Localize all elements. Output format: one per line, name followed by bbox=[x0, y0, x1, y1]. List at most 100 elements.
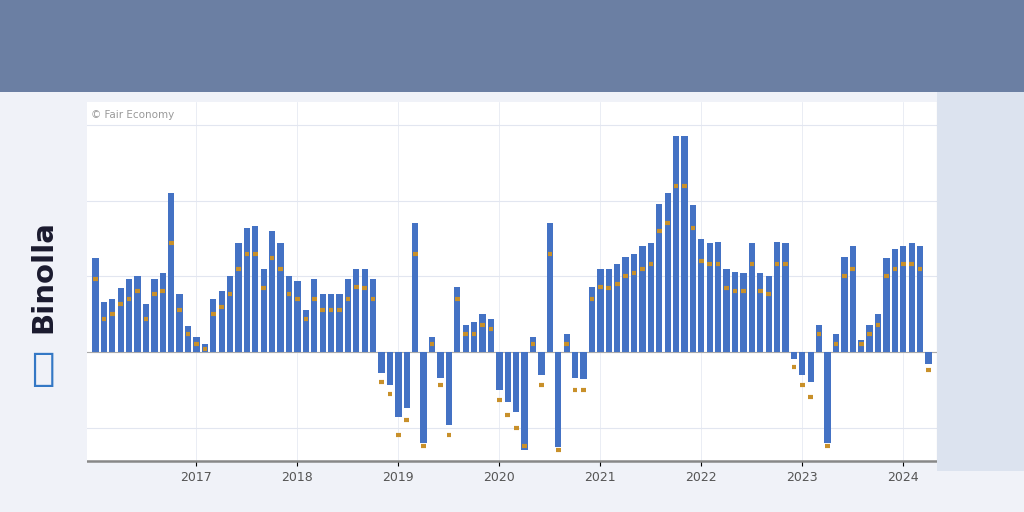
Bar bbox=[908, 243, 914, 352]
Bar bbox=[455, 287, 461, 352]
Bar bbox=[623, 257, 629, 352]
Bar bbox=[842, 257, 848, 352]
Bar bbox=[656, 204, 663, 352]
Bar bbox=[539, 352, 545, 375]
Bar bbox=[513, 352, 519, 412]
Bar bbox=[445, 352, 452, 424]
Bar bbox=[429, 337, 435, 352]
Bar bbox=[118, 288, 124, 352]
Bar bbox=[353, 269, 359, 352]
Bar bbox=[597, 269, 603, 352]
Bar bbox=[732, 272, 738, 352]
Bar bbox=[690, 205, 696, 352]
Text: Ⓜ: Ⓜ bbox=[32, 350, 54, 388]
Bar bbox=[858, 340, 864, 352]
Bar bbox=[782, 243, 788, 352]
Bar bbox=[437, 352, 443, 378]
Bar bbox=[833, 334, 839, 352]
Bar bbox=[110, 299, 116, 352]
Bar bbox=[278, 243, 284, 352]
Bar bbox=[176, 294, 182, 352]
Bar bbox=[555, 352, 561, 447]
Bar bbox=[421, 352, 427, 443]
Bar bbox=[303, 310, 309, 352]
Bar bbox=[160, 273, 166, 352]
Bar bbox=[379, 352, 385, 373]
Bar bbox=[581, 352, 587, 379]
Bar bbox=[252, 226, 258, 352]
Bar bbox=[648, 243, 654, 352]
Bar bbox=[563, 334, 569, 352]
Bar bbox=[631, 253, 637, 352]
Bar bbox=[874, 314, 882, 352]
Bar bbox=[505, 352, 511, 402]
Bar bbox=[210, 299, 216, 352]
Bar bbox=[260, 269, 267, 352]
Bar bbox=[547, 223, 553, 352]
Bar bbox=[403, 352, 410, 408]
Bar bbox=[900, 246, 906, 352]
Bar bbox=[816, 325, 822, 352]
Bar bbox=[412, 223, 419, 352]
Bar bbox=[471, 322, 477, 352]
Bar bbox=[236, 243, 242, 352]
Bar bbox=[799, 352, 806, 375]
Bar bbox=[100, 302, 108, 352]
Bar bbox=[227, 276, 233, 352]
Bar bbox=[589, 287, 595, 352]
Bar bbox=[370, 280, 376, 352]
Bar bbox=[698, 239, 705, 352]
Bar bbox=[740, 273, 746, 352]
Text: -0.1: -0.1 bbox=[941, 362, 962, 372]
Bar bbox=[361, 269, 368, 352]
Bar bbox=[723, 269, 730, 352]
Bar bbox=[387, 352, 393, 385]
Bar bbox=[766, 276, 772, 352]
Bar bbox=[152, 280, 158, 352]
Bar bbox=[892, 249, 898, 352]
Bar bbox=[319, 294, 326, 352]
Bar bbox=[926, 352, 932, 364]
Bar bbox=[757, 273, 764, 352]
Bar bbox=[269, 231, 275, 352]
Bar bbox=[126, 280, 132, 352]
Bar bbox=[605, 269, 612, 352]
Bar bbox=[395, 352, 401, 417]
Bar bbox=[218, 291, 225, 352]
Bar bbox=[681, 136, 688, 352]
Bar bbox=[749, 243, 755, 352]
Text: Binolla: Binolla bbox=[29, 220, 57, 333]
Bar bbox=[311, 280, 317, 352]
Bar bbox=[294, 281, 301, 352]
Bar bbox=[479, 314, 485, 352]
Bar bbox=[194, 337, 200, 352]
Bar bbox=[328, 294, 334, 352]
Bar bbox=[487, 318, 495, 352]
Bar bbox=[639, 246, 645, 352]
Bar bbox=[665, 193, 671, 352]
Text: © Fair Economy: © Fair Economy bbox=[91, 110, 174, 120]
Bar bbox=[185, 326, 191, 352]
Bar bbox=[345, 280, 351, 352]
Bar bbox=[916, 246, 924, 352]
Bar bbox=[850, 246, 856, 352]
Bar bbox=[286, 276, 292, 352]
Bar bbox=[521, 352, 527, 450]
Bar bbox=[866, 325, 872, 352]
Bar bbox=[572, 352, 579, 378]
Bar bbox=[824, 352, 830, 443]
Bar bbox=[244, 228, 250, 352]
Bar bbox=[336, 294, 343, 352]
Bar bbox=[774, 242, 780, 352]
Bar bbox=[463, 325, 469, 352]
Bar bbox=[168, 193, 174, 352]
Bar bbox=[529, 337, 537, 352]
Bar bbox=[134, 276, 140, 352]
Bar bbox=[497, 352, 503, 390]
Bar bbox=[142, 304, 150, 352]
Bar bbox=[202, 345, 208, 352]
Bar bbox=[673, 136, 679, 352]
Bar bbox=[715, 242, 721, 352]
Bar bbox=[791, 352, 797, 359]
Bar bbox=[884, 258, 890, 352]
